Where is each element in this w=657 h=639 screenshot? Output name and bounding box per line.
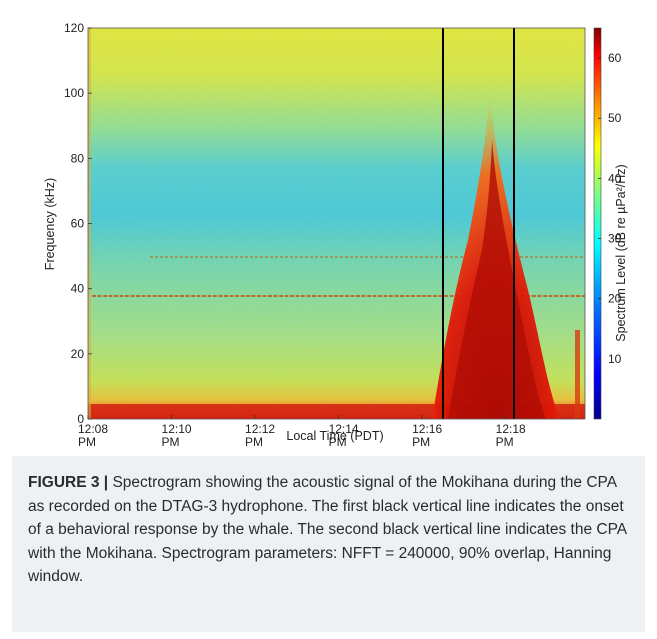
x-tick-label: 12:18: [496, 422, 526, 436]
y-tick-label: 120: [64, 21, 84, 35]
y-tick-label: 40: [71, 282, 85, 296]
y-axis-label: Frequency (kHz): [43, 178, 57, 270]
x-tick-label: 12:14: [329, 422, 359, 436]
x-tick-label-suffix: PM: [78, 435, 96, 449]
colorbar-tick-label: 50: [608, 111, 622, 125]
x-tick-label-suffix: PM: [496, 435, 514, 449]
colorbar-ticks: 10 20 30 40 50 60: [598, 51, 622, 366]
colorbar-tick-label: 20: [608, 292, 622, 306]
figure-caption: FIGURE 3 | Spectrogram showing the acous…: [12, 456, 645, 632]
event-marker-lines: [442, 28, 515, 419]
vessel-noise-plume-core: [448, 140, 546, 419]
x-tick-label: 12:16: [412, 422, 442, 436]
x-tick-label-suffix: PM: [245, 435, 263, 449]
colorbar-tick-label: 40: [608, 171, 622, 185]
x-tick-label-suffix: PM: [412, 435, 430, 449]
y-axis-ticks: 0 20 40 60 80 100 120: [64, 21, 92, 426]
colorbar-label: Spectrum Level (dB re µPa²/Hz): [614, 164, 628, 341]
spectrogram-plot: [88, 28, 585, 419]
colorbar: [593, 27, 602, 420]
y-tick-label: 0: [77, 412, 84, 426]
y-tick-label: 80: [71, 151, 85, 165]
end-edge-streak: [575, 330, 580, 419]
colorbar-tick-label: 30: [608, 232, 622, 246]
colorbar-tick-label: 60: [608, 51, 622, 65]
x-tick-label-suffix: PM: [329, 435, 347, 449]
x-axis-label: Local Time (PDT): [286, 429, 383, 443]
x-tick-label: 12:08: [78, 422, 108, 436]
caption-label: FIGURE 3 |: [28, 474, 109, 491]
x-axis-ticks: 12:08PM12:10PM12:12PM12:14PM12:16PM12:18…: [78, 415, 526, 449]
y-tick-label: 60: [71, 217, 85, 231]
x-tick-label: 12:12: [245, 422, 275, 436]
caption-text: Spectrogram showing the acoustic signal …: [28, 474, 627, 585]
y-tick-label: 20: [71, 347, 85, 361]
x-tick-label: 12:10: [162, 422, 192, 436]
colorbar-tick-label: 10: [608, 352, 622, 366]
x-tick-label-suffix: PM: [162, 435, 180, 449]
y-tick-label: 100: [64, 86, 84, 100]
